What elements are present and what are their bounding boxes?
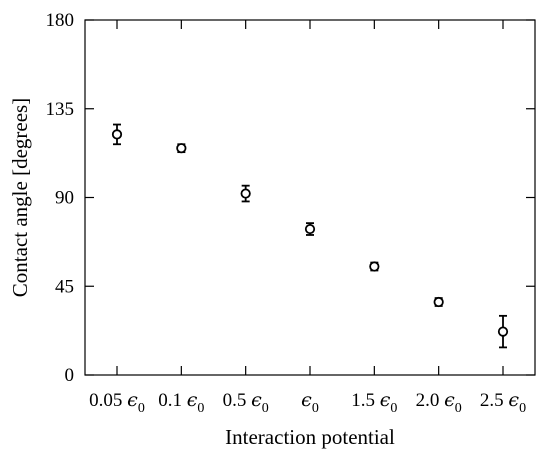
x-axis-title: Interaction potential	[225, 425, 395, 449]
y-tick-label: 180	[46, 10, 75, 31]
x-tick-coefficient: 1.5	[351, 390, 380, 411]
x-tick-label: 0.5 ϵ0	[223, 389, 269, 416]
epsilon-symbol: ϵ	[444, 389, 455, 411]
epsilon-subscript: 0	[390, 401, 397, 416]
x-axis: 0.05 ϵ0 0.1 ϵ0 0.5 ϵ0 ϵ0 1.5 ϵ0 2.0 ϵ0 2.5 ϵ0	[89, 20, 526, 416]
x-tick-label: 2.5 ϵ0	[480, 389, 526, 416]
data-point	[111, 129, 123, 140]
data-point	[433, 296, 444, 308]
data-point	[304, 223, 316, 235]
epsilon-symbol: ϵ	[127, 389, 138, 411]
data-point	[176, 143, 187, 154]
epsilon-subscript: 0	[519, 401, 526, 416]
x-tick-label: 0.1 ϵ0	[158, 389, 204, 416]
epsilon-subscript: 0	[197, 401, 204, 416]
x-tick-coefficient: 0.5	[223, 390, 252, 411]
x-tick-label: 2.0 ϵ0	[416, 389, 462, 416]
y-tick-label: 45	[55, 276, 74, 297]
data-point	[240, 188, 251, 199]
data-point	[497, 326, 509, 337]
epsilon-symbol: ϵ	[187, 389, 198, 411]
x-tick-coefficient: 0.1	[158, 390, 187, 411]
x-tick-coefficient: 2.0	[416, 390, 445, 411]
x-tick-label: ϵ0	[301, 389, 319, 416]
data-point	[369, 261, 380, 272]
epsilon-symbol: ϵ	[508, 389, 519, 411]
y-tick-label: 0	[65, 365, 75, 386]
epsilon-symbol: ϵ	[301, 389, 312, 411]
x-tick-label: 0.05 ϵ0	[89, 389, 145, 416]
y-axis-title: Contact angle [degrees]	[8, 98, 32, 297]
x-tick-coefficient: 0.05	[89, 390, 127, 411]
epsilon-subscript: 0	[455, 401, 462, 416]
data-series	[111, 123, 509, 349]
y-axis: 0 45 90 135 180	[46, 10, 535, 386]
x-tick-label: 1.5 ϵ0	[351, 389, 397, 416]
y-tick-label: 135	[46, 99, 75, 120]
y-tick-label: 90	[55, 188, 74, 209]
epsilon-subscript: 0	[262, 401, 269, 416]
x-tick-coefficient: 2.5	[480, 390, 509, 411]
epsilon-subscript: 0	[138, 401, 145, 416]
plot-frame	[84, 19, 536, 376]
epsilon-subscript: 0	[312, 401, 319, 416]
epsilon-symbol: ϵ	[251, 389, 262, 411]
epsilon-symbol: ϵ	[380, 389, 391, 411]
